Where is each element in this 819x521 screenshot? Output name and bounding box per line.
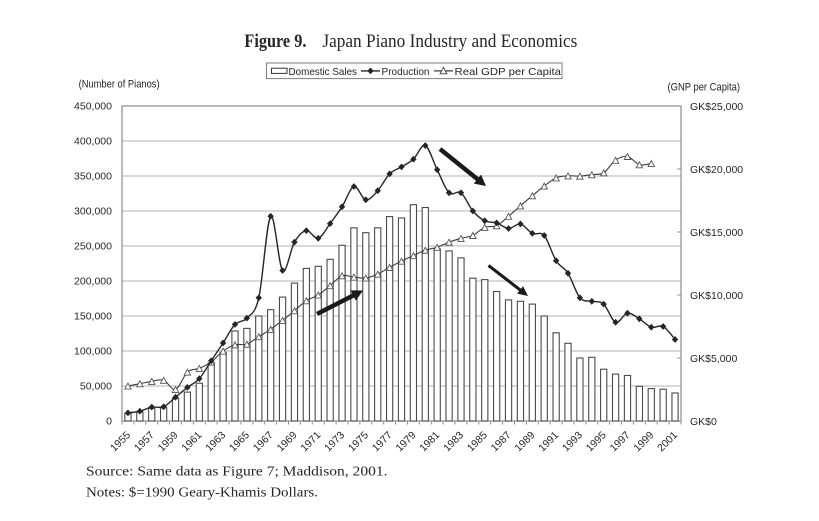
svg-text:Notes: $=1990 Geary-Khamis Dol: Notes: $=1990 Geary-Khamis Dollars. xyxy=(86,486,318,501)
svg-text:GK$0: GK$0 xyxy=(690,416,717,428)
svg-text:Real GDP per Capita: Real GDP per Capita xyxy=(455,66,562,78)
svg-text:(GNP per Capita): (GNP per Capita) xyxy=(668,82,741,94)
svg-text:Source: Same data as Figure 7;: Source: Same data as Figure 7; Maddison,… xyxy=(86,465,388,480)
svg-text:Domestic Sales: Domestic Sales xyxy=(289,66,358,78)
svg-text:0: 0 xyxy=(106,416,112,428)
svg-text:450,000: 450,000 xyxy=(74,101,112,113)
svg-text:Japan Piano Industry and Econo: Japan Piano Industry and Economics xyxy=(322,31,577,52)
svg-text:150,000: 150,000 xyxy=(74,311,112,323)
svg-text:GK$5,000: GK$5,000 xyxy=(690,353,737,365)
svg-text:(Number of Pianos): (Number of Pianos) xyxy=(79,79,160,91)
svg-text:200,000: 200,000 xyxy=(74,276,112,288)
svg-text:GK$25,000: GK$25,000 xyxy=(690,101,743,113)
svg-text:GK$10,000: GK$10,000 xyxy=(690,290,743,302)
svg-text:350,000: 350,000 xyxy=(74,171,112,183)
svg-text:100,000: 100,000 xyxy=(74,346,112,358)
svg-text:250,000: 250,000 xyxy=(74,241,112,253)
svg-text:GK$20,000: GK$20,000 xyxy=(690,164,743,176)
svg-text:Figure 9.: Figure 9. xyxy=(244,31,306,52)
svg-text:50,000: 50,000 xyxy=(80,381,112,393)
svg-text:400,000: 400,000 xyxy=(74,136,112,148)
svg-text:GK$15,000: GK$15,000 xyxy=(690,227,743,239)
svg-text:300,000: 300,000 xyxy=(74,206,112,218)
svg-text:Production: Production xyxy=(382,66,430,78)
